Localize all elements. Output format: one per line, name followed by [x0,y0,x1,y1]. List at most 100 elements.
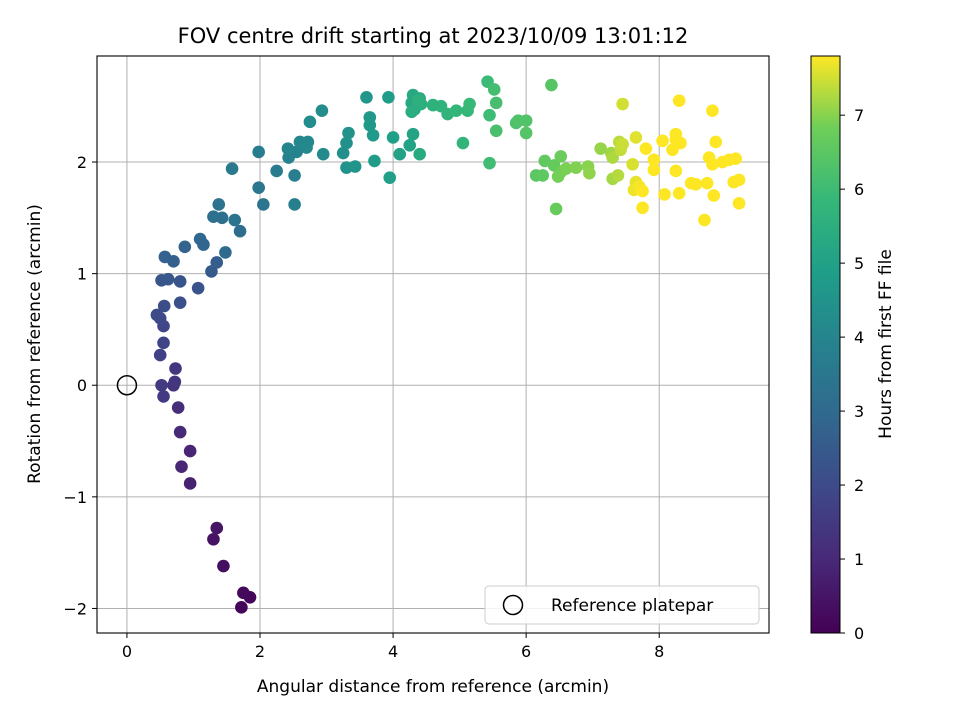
data-point [191,281,205,295]
data-point [698,213,711,227]
legend-marker [502,594,524,616]
data-point [413,147,426,161]
data-point [235,601,248,614]
data-point [233,224,247,238]
data-point [707,189,721,202]
data-point [300,141,313,154]
data-point [386,131,400,144]
colorbar-tick-label: 7 [854,106,864,125]
colorbar-label: Hours from first FF file [876,249,896,439]
data-point [463,97,476,111]
data-point [611,169,625,182]
reference-point-marker [116,374,138,396]
data-point [303,115,317,129]
x-tick-label: 8 [654,642,664,661]
data-point [729,152,743,165]
colorbar-tick-label: 0 [854,624,864,643]
y-axis-label: Rotation from reference (arcmin) [25,204,45,484]
data-point [212,198,226,211]
legend-box [484,585,760,625]
data-point [583,166,596,180]
y-tick-label: 0 [77,376,87,395]
data-point [360,90,373,104]
data-point [732,173,746,187]
y-tick-label: 2 [77,153,87,172]
y-axis-ticks: −2 −1 0 1 2 [63,153,97,618]
data-point [368,154,381,168]
data-point [157,390,170,403]
data-point [193,232,207,246]
data-point [178,240,192,254]
data-point [168,375,182,389]
data-point [257,198,270,211]
data-point [636,184,649,198]
data-point [519,114,533,128]
y-tick-label: −2 [63,599,87,618]
data-point [210,521,224,535]
colorbar-tick-label: 5 [854,254,864,273]
colorbar-tick-label: 4 [854,328,864,347]
data-point [456,136,470,150]
data-point [173,296,187,309]
x-tick-label: 6 [521,642,531,661]
data-point [155,378,168,392]
data-point [366,128,380,142]
data-point [173,425,187,439]
data-point [207,210,220,224]
data-point [594,142,607,155]
data-point [157,336,170,350]
data-point [237,586,250,600]
x-tick-label: 0 [122,642,132,661]
data-point [219,246,232,259]
data-point [228,213,242,227]
data-point [551,170,565,183]
data-point [616,97,629,111]
legend-label: Reference platepar [551,596,713,616]
data-point [449,104,463,117]
colorbar: 0 1 2 3 4 5 6 7 Hours from first FF file [810,55,896,643]
data-point [153,348,167,362]
chart-title: FOV centre drift starting at 2023/10/09 … [178,24,689,48]
data-point [706,157,719,171]
data-point [175,460,188,474]
data-point [158,250,172,264]
data-point [171,401,185,414]
data-point [150,308,164,322]
colorbar-ticks: 0 1 2 3 4 5 6 7 [840,106,864,643]
x-tick-label: 4 [388,642,398,661]
data-point [545,78,558,92]
x-tick-label: 2 [255,642,265,661]
data-point [169,362,182,375]
data-points [150,75,746,614]
data-point [270,164,283,178]
data-point [483,108,496,122]
data-point [382,90,395,104]
data-point [288,169,301,182]
data-point [569,161,583,174]
data-point [405,105,419,119]
data-point [252,181,265,194]
data-point [406,127,420,141]
data-point [706,104,719,117]
y-tick-label: −1 [63,488,87,507]
data-point [669,164,683,178]
x-axis-label: Angular distance from reference (arcmin) [257,677,609,697]
data-point [639,142,653,155]
data-point [207,532,220,546]
data-point [342,126,355,140]
colorbar-tick-label: 2 [854,476,864,495]
data-point [689,178,703,191]
data-point [316,147,330,161]
data-point [700,176,714,190]
data-point [647,163,661,177]
data-point [636,201,649,215]
data-point [559,162,573,176]
legend: Reference platepar [484,585,760,625]
data-point [519,126,533,140]
plot-frame [96,55,770,634]
data-point [340,136,353,150]
data-point [672,186,686,200]
data-point [674,136,687,150]
data-point [363,118,377,132]
data-point [487,83,501,96]
